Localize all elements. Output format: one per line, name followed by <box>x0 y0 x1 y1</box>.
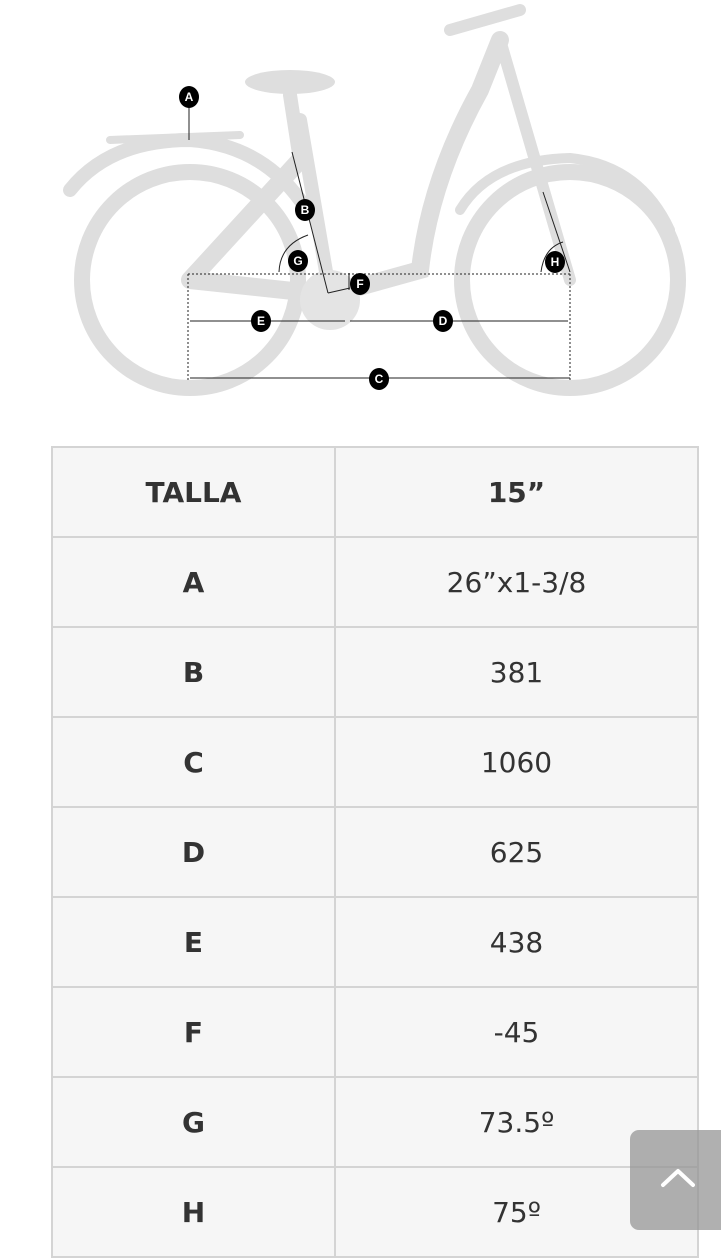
header-size-label: TALLA <box>51 446 336 538</box>
marker-g: G <box>288 250 308 272</box>
row-key: D <box>51 806 336 898</box>
marker-f: F <box>350 273 370 295</box>
table-row: C 1060 <box>51 716 699 808</box>
marker-a: A <box>179 86 199 108</box>
table-row: F -45 <box>51 986 699 1078</box>
table-row: H 75º <box>51 1166 699 1258</box>
row-key: H <box>51 1166 336 1258</box>
bike-silhouette <box>63 4 686 396</box>
table-row: E 438 <box>51 896 699 988</box>
marker-d: D <box>433 310 453 332</box>
row-key: A <box>51 536 336 628</box>
size-table: TALLA 15” A 26”x1-3/8 B 381 C 1060 D 625 E 43… <box>51 446 699 1258</box>
row-value: 625 <box>334 806 699 898</box>
table-row: D 625 <box>51 806 699 898</box>
scroll-to-top-button[interactable] <box>630 1130 721 1230</box>
svg-text:D: D <box>439 314 448 328</box>
marker-h: H <box>545 251 565 273</box>
svg-text:F: F <box>356 277 363 291</box>
marker-e: E <box>251 310 271 332</box>
chevron-up-icon <box>661 1169 695 1187</box>
row-value: 381 <box>334 626 699 718</box>
marker-b: B <box>295 199 315 221</box>
header-size-value: 15” <box>334 446 699 538</box>
row-key: C <box>51 716 336 808</box>
row-key: G <box>51 1076 336 1168</box>
svg-text:A: A <box>185 90 194 104</box>
table-row: G 73.5º <box>51 1076 699 1168</box>
svg-text:H: H <box>551 255 560 269</box>
svg-text:B: B <box>301 203 310 217</box>
row-value: -45 <box>334 986 699 1078</box>
svg-text:G: G <box>293 254 302 268</box>
svg-text:E: E <box>257 314 265 328</box>
svg-text:C: C <box>375 372 384 386</box>
marker-c: C <box>369 368 389 390</box>
dimension-markers: A B C D E F G H <box>179 86 565 390</box>
row-key: E <box>51 896 336 988</box>
table-row: A 26”x1-3/8 <box>51 536 699 628</box>
row-value: 1060 <box>334 716 699 808</box>
table-row: B 381 <box>51 626 699 718</box>
row-key: F <box>51 986 336 1078</box>
row-value: 438 <box>334 896 699 988</box>
row-key: B <box>51 626 336 718</box>
row-value: 26”x1-3/8 <box>334 536 699 628</box>
table-header-row: TALLA 15” <box>51 446 699 538</box>
bike-geometry-diagram: A B C D E F G H <box>63 4 686 396</box>
